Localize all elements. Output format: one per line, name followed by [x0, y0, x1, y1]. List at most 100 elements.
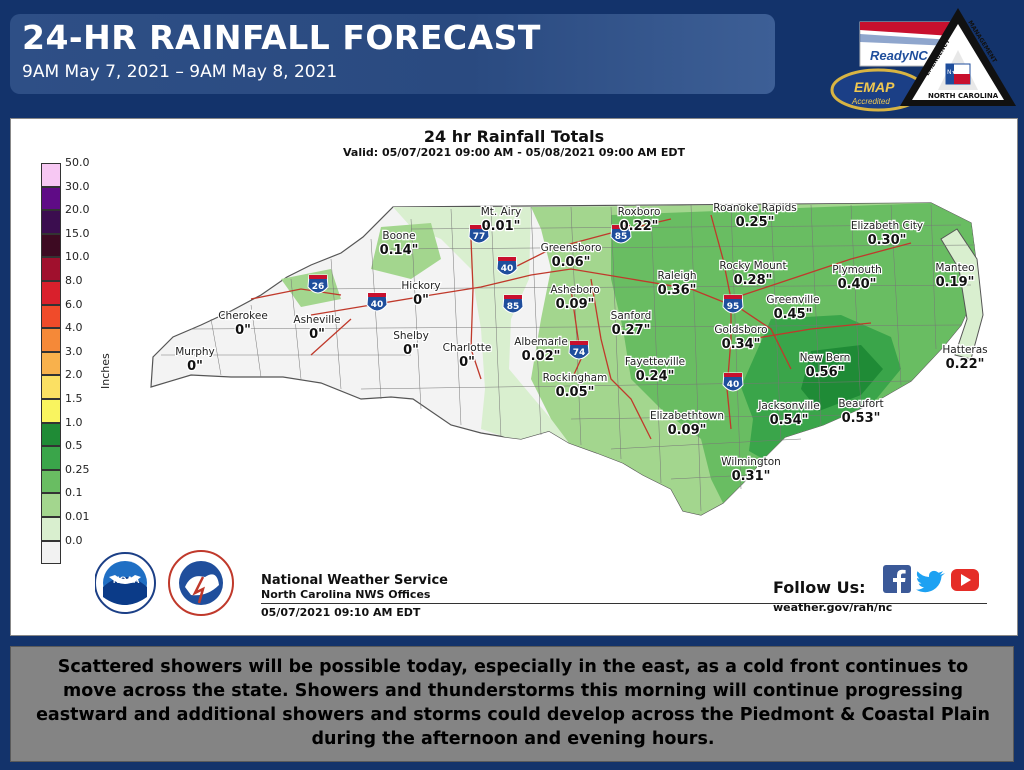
- legend-swatch: [41, 257, 61, 281]
- legend-label: 20.0: [65, 203, 90, 217]
- city-name: Beaufort: [838, 398, 883, 410]
- rainfall-value: 0": [413, 293, 429, 308]
- interstate-number: 26: [312, 282, 325, 292]
- readync-logo: ReadyNC: [859, 21, 953, 67]
- rainfall-value: 0": [187, 359, 203, 374]
- interstate-number: 40: [501, 264, 514, 274]
- city-name: Fayetteville: [625, 356, 685, 368]
- svg-text:EMAP: EMAP: [854, 79, 895, 95]
- interstate-shield: 85: [610, 224, 632, 244]
- city-name: Goldsboro: [714, 324, 767, 336]
- outer-banks: [940, 228, 984, 360]
- city-name: Elizabeth City: [851, 220, 923, 232]
- rainfall-value: 0.22": [620, 219, 659, 234]
- interstate-number: 77: [473, 232, 486, 242]
- rainfall-value: 0.05": [556, 385, 595, 400]
- footer-timestamp: 05/07/2021 09:10 AM EDT: [261, 606, 421, 619]
- legend-label: 4.0: [65, 321, 83, 335]
- twitter-icon[interactable]: [916, 570, 945, 593]
- city-name: Hatteras: [942, 344, 987, 356]
- legend-swatch: [41, 281, 61, 305]
- city-name: Rocky Mount: [719, 260, 786, 272]
- interstate-number: 85: [615, 232, 628, 242]
- interstate-shield: 40: [366, 292, 388, 312]
- city-name: New Bern: [800, 352, 851, 364]
- rainfall-value: 0": [403, 343, 419, 358]
- svg-text:Accredited: Accredited: [851, 97, 890, 106]
- legend-label: 30.0: [65, 179, 90, 193]
- city-name: Wilmington: [721, 456, 781, 468]
- city-name: Jacksonville: [757, 400, 819, 412]
- website-link[interactable]: weather.gov/rah/nc: [773, 601, 893, 614]
- rainfall-value: 0.54": [770, 413, 809, 428]
- legend-label: 8.0: [65, 274, 83, 287]
- interstate-shield: 95: [722, 294, 744, 314]
- interstate-number: 40: [727, 380, 740, 390]
- city-name: Roxboro: [618, 206, 661, 218]
- city-name: Mt. Airy: [481, 206, 521, 218]
- city-name: Asheboro: [550, 284, 599, 296]
- city-name: Plymouth: [832, 264, 882, 276]
- rainfall-value: 0.01": [482, 219, 521, 234]
- rain-zone-trace: [393, 207, 569, 443]
- rainfall-value: 0.27": [612, 323, 651, 338]
- legend-label: 0.1: [65, 486, 83, 500]
- svg-text:NOAA: NOAA: [113, 575, 140, 585]
- rainfall-value: 0.31": [732, 469, 771, 484]
- nws-logos: NOAA: [95, 550, 234, 616]
- legend-swatch: [41, 304, 61, 329]
- city-name: Boone: [382, 230, 415, 242]
- agency-logos: ReadyNC EMAP Accredited N★C EMERGENCY MA…: [830, 8, 1016, 112]
- legend-swatch: [41, 186, 61, 211]
- social-icons: [883, 565, 979, 593]
- rainfall-value: 0.28": [734, 273, 773, 288]
- rainfall-value: 0.09": [556, 297, 595, 312]
- rainfall-value: 0.53": [842, 411, 881, 426]
- footer-org: National Weather Service: [261, 573, 448, 588]
- facebook-icon[interactable]: [883, 565, 911, 593]
- legend-label: 0.5: [65, 439, 83, 453]
- city-name: Sanford: [611, 310, 652, 322]
- legend-label: 10.0: [65, 250, 90, 264]
- city-name: Asheville: [293, 314, 340, 326]
- map-panel: 24 hr Rainfall Totals Valid: 05/07/2021 …: [10, 118, 1018, 636]
- svg-text:NORTH CAROLINA: NORTH CAROLINA: [928, 92, 999, 100]
- rainfall-value: 0.24": [636, 369, 675, 384]
- legend-label: 3.0: [65, 344, 83, 358]
- svg-text:ReadyNC: ReadyNC: [870, 48, 928, 63]
- city-name: Murphy: [175, 346, 215, 358]
- nws-logo: [168, 550, 234, 616]
- rainfall-value: 0.25": [736, 215, 775, 230]
- legend-label: 50.0: [65, 156, 90, 169]
- interstate-shield: 40: [496, 256, 518, 276]
- legend-swatch: [41, 422, 61, 447]
- interstate-shield: 85: [502, 294, 524, 314]
- rainfall-value: 0.22": [946, 357, 985, 372]
- city-name: Roanoke Rapids: [713, 202, 796, 214]
- city-name: Manteo: [935, 262, 974, 274]
- forecast-discussion: Scattered showers will be possible today…: [36, 657, 990, 749]
- city-name: Greensboro: [541, 242, 602, 254]
- legend-swatch: [41, 375, 61, 399]
- interstate-shield: 40: [722, 372, 744, 392]
- city-name: Shelby: [393, 330, 429, 342]
- interstate-shield: 74: [568, 340, 590, 360]
- rainfall-value: 0": [459, 355, 475, 370]
- youtube-icon[interactable]: [951, 569, 979, 591]
- legend-swatch: [41, 399, 61, 423]
- rainfall-value: 0.40": [838, 277, 877, 292]
- city-name: Elizabethtown: [650, 410, 724, 422]
